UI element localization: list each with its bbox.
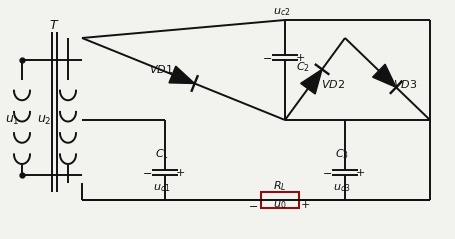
- Bar: [260, 192, 298, 208]
- Text: $R_L$: $R_L$: [273, 179, 286, 193]
- Text: $+$: $+$: [354, 167, 364, 178]
- Text: $+$: $+$: [175, 167, 185, 178]
- Text: $VD3$: $VD3$: [393, 78, 417, 90]
- Text: $T$: $T$: [49, 18, 60, 32]
- Text: $C_3$: $C_3$: [334, 147, 348, 161]
- Text: $u_{c1}$: $u_{c1}$: [153, 182, 171, 194]
- Text: $C_1$: $C_1$: [155, 147, 169, 161]
- Text: $-$: $-$: [248, 200, 258, 210]
- Text: $+$: $+$: [299, 200, 309, 211]
- Text: $u_1$: $u_1$: [5, 114, 19, 126]
- Text: $VD1$: $VD1$: [149, 63, 173, 75]
- Text: $-$: $-$: [321, 167, 331, 177]
- Text: $VD2$: $VD2$: [320, 78, 344, 90]
- Polygon shape: [169, 66, 194, 83]
- Text: $u_2$: $u_2$: [37, 114, 51, 126]
- Text: $+$: $+$: [294, 51, 304, 63]
- Text: $-$: $-$: [142, 167, 152, 177]
- Text: $-$: $-$: [261, 52, 272, 62]
- Polygon shape: [372, 64, 395, 87]
- Text: $u_{c2}$: $u_{c2}$: [273, 6, 290, 18]
- Text: $u_{c3}$: $u_{c3}$: [333, 182, 350, 194]
- Polygon shape: [300, 69, 321, 94]
- Text: $C_2$: $C_2$: [295, 60, 309, 74]
- Text: $u_0$: $u_0$: [273, 199, 286, 211]
